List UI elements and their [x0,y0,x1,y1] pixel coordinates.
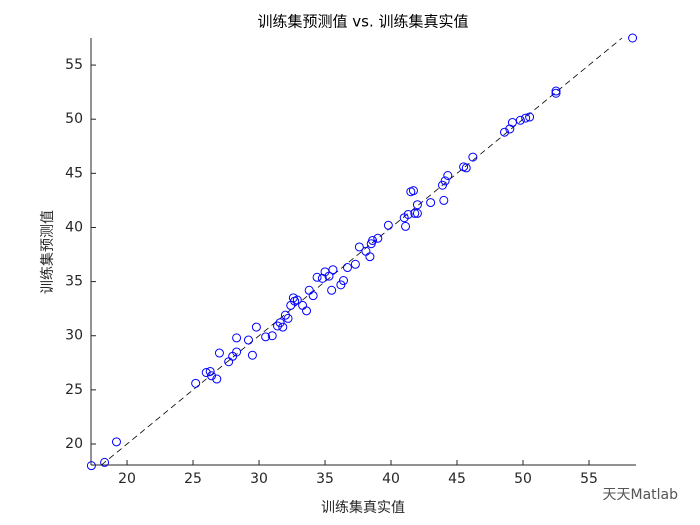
point [437,180,447,190]
point [525,112,535,122]
point [507,117,517,127]
point [408,186,418,196]
x-tick-label: 25 [184,471,202,487]
point [461,163,471,173]
point [280,310,290,320]
point [443,170,453,180]
point [273,321,283,331]
x-axis-label: 训练集真实值 [321,499,405,516]
point [207,371,217,381]
x-tick-label: 50 [514,471,532,487]
point [201,368,211,378]
chart-title: 训练集预测值 vs. 训练集真实值 [258,13,469,31]
x-tick-label: 20 [118,471,136,487]
point [111,437,121,447]
point [401,221,411,231]
y-tick-label: 20 [65,436,83,452]
point [267,331,277,341]
point [278,322,288,332]
point [500,127,510,137]
point [412,200,422,210]
point [403,209,413,219]
point [304,285,314,295]
point [551,86,561,96]
point [373,233,383,243]
y-tick-label: 55 [65,57,83,73]
y-tick-label: 45 [65,165,83,181]
y-tick-label: 25 [65,382,83,398]
point [410,208,420,218]
point [191,378,201,388]
watermark: 天天Matlab [602,487,678,503]
point [247,350,257,360]
point [275,318,285,328]
point [426,198,436,208]
point [368,235,378,245]
point [327,285,337,295]
reference-line [101,37,623,466]
point [224,357,234,367]
x-tick-label: 55 [580,471,598,487]
x-tick-label: 30 [250,471,268,487]
point [232,333,242,343]
point [214,348,224,358]
point [298,300,308,310]
point [365,252,375,262]
point [292,295,302,305]
y-tick-label: 40 [65,219,83,235]
x-tick-label: 35 [316,471,334,487]
y-tick-label: 30 [65,328,83,344]
point [468,152,478,162]
point [261,332,271,342]
point [354,242,364,252]
y-tick-label: 35 [65,274,83,290]
point [383,220,393,230]
point [243,335,253,345]
point [100,457,110,467]
point [439,195,449,205]
point [350,259,360,269]
point [232,347,242,357]
point [412,208,422,218]
point [628,33,638,43]
point [205,366,215,376]
x-tick-label: 45 [448,471,466,487]
point [302,306,312,316]
point [317,273,327,283]
point [551,88,561,98]
point [515,115,525,125]
point [505,124,515,134]
point [86,461,96,471]
point [212,374,222,384]
y-tick-label: 50 [65,111,83,127]
y-axis-label: 训练集预测值 [39,210,56,294]
point [283,313,293,323]
point [328,265,338,275]
point [324,271,334,281]
point [521,113,531,123]
point [312,272,322,282]
point [440,176,450,186]
point [251,322,261,332]
point [308,291,318,301]
point [336,280,346,290]
point [342,263,352,273]
x-tick-label: 40 [382,471,400,487]
point [339,276,349,286]
